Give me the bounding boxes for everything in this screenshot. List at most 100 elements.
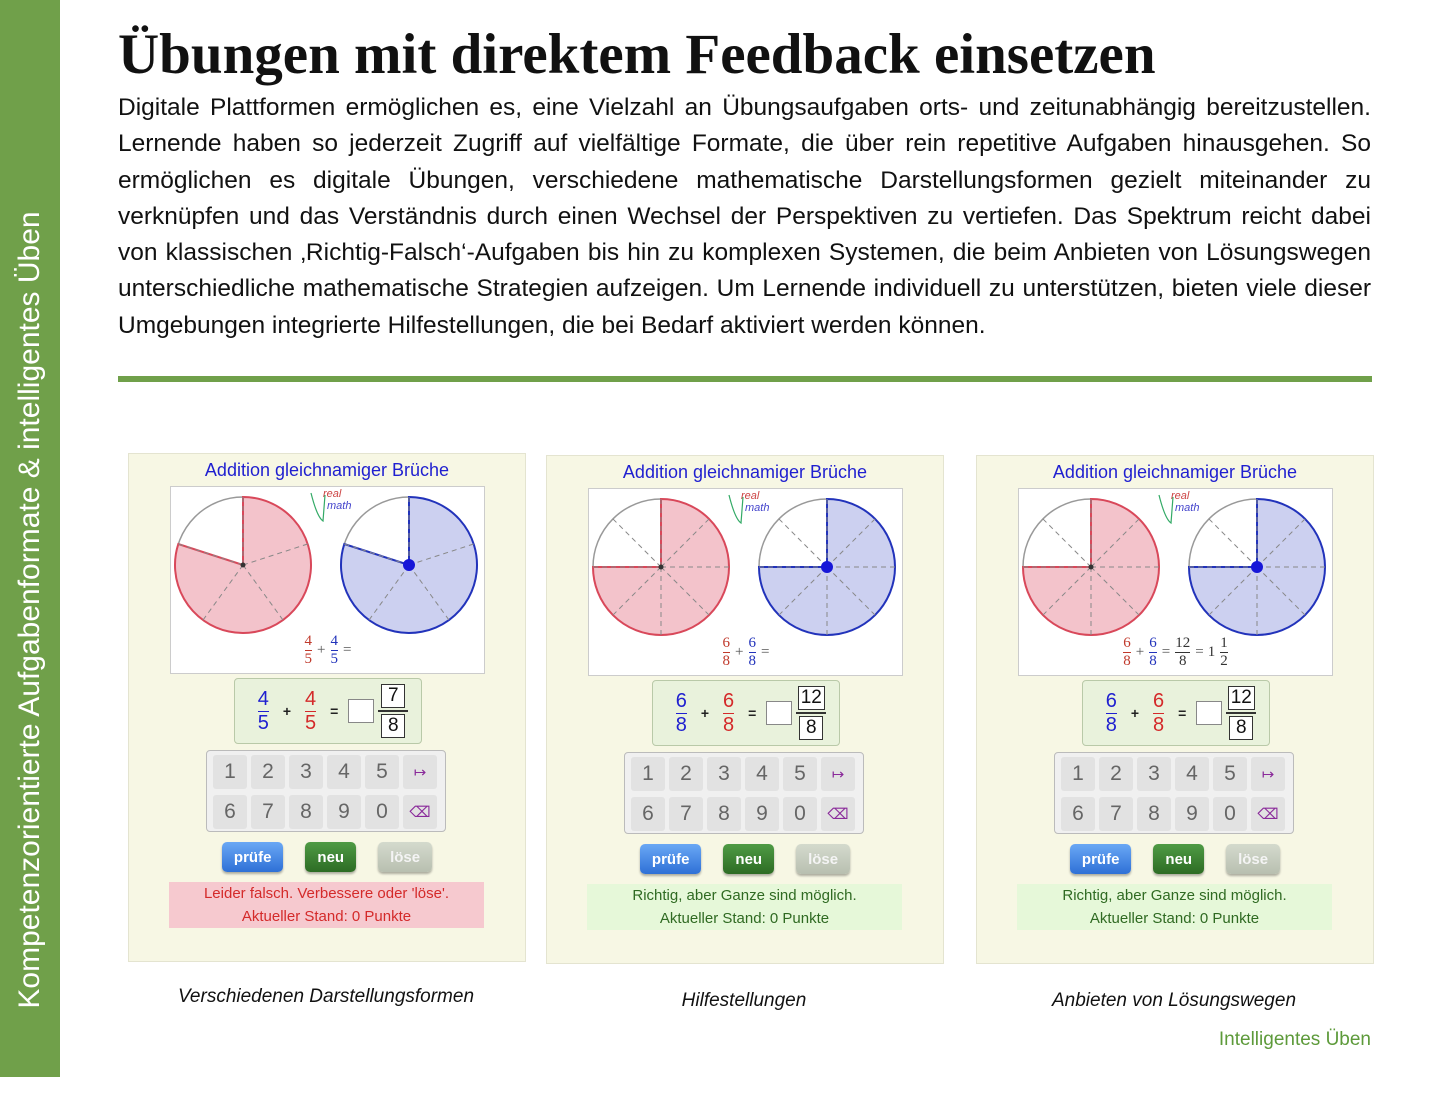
fraction-bar — [1123, 652, 1131, 653]
key[interactable]: ↦ — [821, 757, 855, 791]
button[interactable]: prüfe — [639, 844, 702, 874]
buttons: prüfe neu löse — [547, 844, 943, 874]
key[interactable]: 6 — [213, 795, 247, 829]
button[interactable]: löse — [378, 842, 433, 872]
denominator: 8 — [675, 713, 687, 736]
pie-center — [658, 564, 664, 570]
logo-text: real — [323, 488, 342, 500]
formula: 6 8 +6 8 = 12 8 = 1 1 2 — [1019, 635, 1332, 670]
operator: + — [1135, 644, 1145, 660]
panel-heading: Addition gleichnamiger Brüche — [1052, 462, 1298, 482]
caption: Anbieten von Lösungswegen — [1051, 990, 1297, 1011]
key[interactable]: 6 — [1061, 797, 1095, 831]
pie-division — [1208, 566, 1258, 616]
key[interactable]: 2 — [669, 757, 703, 791]
answer-denominator[interactable]: 8 — [799, 716, 824, 740]
numerator: 6 — [1153, 689, 1165, 712]
key[interactable]: ↦ — [403, 755, 437, 789]
answer-bar — [1226, 712, 1257, 714]
button[interactable]: prüfe — [1069, 844, 1132, 874]
denominator: 5 — [304, 651, 313, 667]
key[interactable]: 0 — [783, 797, 817, 831]
answer-numerator[interactable]: 12 — [797, 686, 825, 710]
key[interactable]: 4 — [327, 755, 361, 789]
input-row: 6 8 +6 8 = 12 8 — [652, 680, 840, 746]
key[interactable]: 9 — [745, 797, 779, 831]
numerator: 1 — [1220, 635, 1228, 651]
key[interactable]: 3 — [707, 757, 741, 791]
fraction-bar — [748, 652, 756, 653]
denominator: 8 — [723, 713, 735, 736]
key[interactable]: ↦ — [1251, 757, 1285, 791]
pie-center — [240, 562, 246, 568]
answer-bar — [378, 710, 409, 712]
button[interactable]: neu — [723, 844, 775, 874]
key[interactable]: 0 — [1213, 797, 1247, 831]
key[interactable]: 2 — [251, 755, 285, 789]
key[interactable]: 7 — [251, 795, 285, 829]
key[interactable]: ⌫ — [821, 797, 855, 831]
whole-input[interactable] — [348, 699, 375, 723]
key[interactable]: 1 — [213, 755, 247, 789]
key[interactable]: 8 — [707, 797, 741, 831]
feedback-line: Leider falsch. Verbessere oder 'löse'. — [203, 885, 450, 902]
answer-input: 12 8 — [796, 686, 827, 740]
caption: Verschiedenen Darstellungsformen — [177, 986, 475, 1007]
operator: = — [748, 705, 757, 721]
keypad: 1 2 3 4 5 ↦ 6 7 8 9 0 ⌫ — [206, 750, 446, 832]
key[interactable]: 4 — [745, 757, 779, 791]
key[interactable]: 8 — [1137, 797, 1171, 831]
key[interactable]: ⌫ — [1251, 797, 1285, 831]
answer-numerator[interactable]: 7 — [381, 684, 406, 708]
operator: + — [735, 644, 744, 660]
key[interactable]: 1 — [1061, 757, 1095, 791]
key[interactable]: 0 — [365, 795, 399, 829]
key[interactable]: 7 — [1099, 797, 1133, 831]
key[interactable]: 6 — [631, 797, 665, 831]
operator: = — [330, 703, 339, 719]
denominator: 8 — [1105, 713, 1117, 736]
key[interactable]: 5 — [783, 757, 817, 791]
key[interactable]: 4 — [1175, 757, 1209, 791]
whole-input[interactable] — [766, 701, 793, 725]
key[interactable]: 5 — [1213, 757, 1247, 791]
pie-division — [1042, 566, 1092, 616]
key[interactable]: 3 — [1137, 757, 1171, 791]
key[interactable]: 5 — [365, 755, 399, 789]
key[interactable]: ⌫ — [403, 795, 437, 829]
fraction-bar — [1105, 712, 1117, 714]
footer: Intelligentes Üben — [1218, 1029, 1371, 1050]
key[interactable]: 2 — [1099, 757, 1133, 791]
numerator: 4 — [257, 687, 269, 710]
button[interactable]: neu — [305, 842, 357, 872]
fraction-bar — [1153, 712, 1165, 714]
key[interactable]: 3 — [289, 755, 323, 789]
key[interactable]: 8 — [289, 795, 323, 829]
fraction-bar — [304, 650, 313, 651]
feedback: Richtig, aber Ganze sind möglich. Aktuell… — [587, 884, 902, 930]
logo-text: real — [741, 490, 760, 502]
pie-division — [1256, 566, 1306, 616]
button[interactable]: löse — [1226, 844, 1281, 874]
button[interactable]: löse — [796, 844, 851, 874]
pie-division — [660, 566, 710, 616]
key[interactable]: 9 — [327, 795, 361, 829]
button[interactable]: neu — [1153, 844, 1205, 874]
fraction-bar — [330, 650, 338, 651]
button[interactable]: prüfe — [221, 842, 284, 872]
pie-division — [660, 518, 710, 568]
whole-input[interactable] — [1196, 701, 1223, 725]
key[interactable]: 9 — [1175, 797, 1209, 831]
panel-heading: Addition gleichnamiger Brüche — [622, 462, 868, 482]
answer-denominator[interactable]: 8 — [1229, 716, 1254, 740]
input-row: 4 5 +4 5 = 7 8 — [234, 678, 422, 744]
key[interactable]: 7 — [669, 797, 703, 831]
answer-denominator[interactable]: 8 — [381, 714, 406, 738]
fraction-bar — [1149, 652, 1157, 653]
answer-numerator[interactable]: 12 — [1227, 686, 1255, 710]
key[interactable]: 1 — [631, 757, 665, 791]
logo-text: math — [745, 502, 769, 514]
pie-division — [1042, 518, 1092, 568]
